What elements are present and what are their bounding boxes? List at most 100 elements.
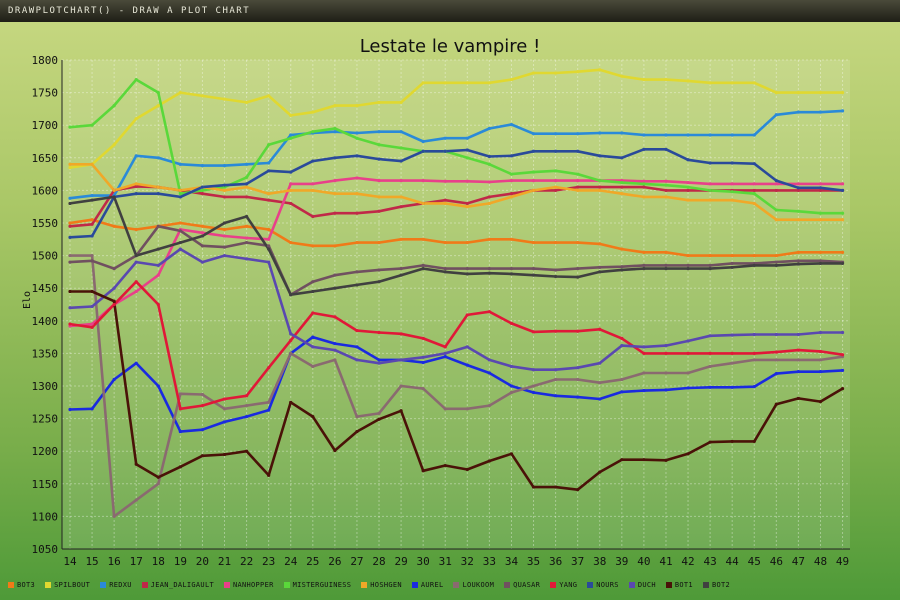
data-point-aurel	[222, 420, 227, 424]
legend-item-bot2: BOT2	[702, 578, 730, 592]
data-point-misterguiness	[377, 143, 381, 147]
data-point-spilbout	[465, 81, 469, 85]
data-point-duch	[840, 330, 845, 335]
data-point-nanhopper	[377, 179, 381, 183]
data-point-hoshgen	[267, 192, 271, 196]
data-point-redxu	[222, 164, 227, 168]
x-tick-label: 35	[527, 555, 540, 568]
legend-swatch	[100, 582, 107, 588]
data-point-nours	[355, 154, 359, 158]
data-point-nours	[134, 192, 138, 196]
legend-label: NANHOPPER	[232, 581, 274, 589]
data-point-bot2	[642, 267, 646, 271]
data-point-aurel	[664, 388, 668, 392]
data-point-misterguiness	[598, 179, 602, 183]
data-point-misterguiness	[134, 77, 138, 82]
data-point-hoshgen	[178, 188, 182, 192]
data-point-yang	[664, 351, 668, 355]
data-point-loukoom	[112, 514, 116, 518]
series-line-duch	[69, 247, 843, 372]
data-point-bot1	[730, 439, 734, 444]
data-point-nours	[377, 157, 381, 161]
legend-item-aurel: AUREL	[411, 578, 444, 592]
data-point-misterguiness	[333, 126, 337, 131]
data-point-yang	[421, 336, 425, 341]
data-point-bot1	[840, 387, 845, 391]
data-point-hoshgen	[752, 201, 756, 206]
data-point-nanhopper	[355, 176, 359, 180]
data-point-bot1	[333, 448, 337, 453]
data-point-redxu	[774, 113, 778, 117]
x-tick-label: 45	[748, 555, 761, 568]
data-point-aurel	[90, 407, 94, 411]
data-point-quasar	[598, 265, 602, 269]
data-point-quasar	[112, 267, 116, 271]
data-point-duch	[818, 330, 823, 335]
x-tick-label: 32	[461, 555, 474, 568]
data-point-redxu	[642, 133, 646, 137]
x-tick-label: 24	[284, 555, 298, 568]
data-point-quasar	[222, 245, 227, 249]
data-point-hoshgen	[620, 192, 624, 196]
data-point-yang	[178, 407, 182, 411]
data-point-bot1	[620, 458, 624, 462]
data-point-bot1	[752, 439, 756, 444]
data-point-aurel	[598, 397, 602, 401]
legend-label: YANG	[559, 581, 578, 589]
data-point-spilbout	[178, 91, 182, 95]
data-point-jean-daligault	[620, 185, 624, 189]
data-point-loukoom	[818, 358, 823, 362]
data-point-spilbout	[818, 91, 823, 95]
data-point-misterguiness	[311, 130, 315, 134]
data-point-jean-daligault	[509, 192, 514, 196]
data-point-loukoom	[576, 377, 580, 382]
y-tick-label: 1400	[32, 315, 59, 328]
data-point-bot1	[576, 488, 580, 492]
legend-label: REDXU	[109, 581, 132, 589]
data-point-aurel	[642, 388, 646, 393]
data-point-bot3	[289, 240, 293, 245]
data-point-bot1	[355, 430, 359, 434]
data-point-loukoom	[620, 377, 624, 382]
data-point-bot3	[134, 227, 138, 232]
data-point-redxu	[267, 161, 271, 165]
data-point-loukoom	[531, 384, 536, 388]
data-point-loukoom	[598, 381, 602, 385]
data-point-bot1	[178, 465, 182, 469]
data-point-bot3	[576, 240, 580, 245]
data-point-bot3	[333, 244, 337, 248]
data-point-duch	[576, 366, 580, 370]
data-point-quasar	[708, 263, 712, 267]
data-point-duch	[421, 355, 425, 359]
data-point-redxu	[443, 136, 447, 140]
series-line-nours	[69, 148, 843, 239]
data-point-misterguiness	[840, 211, 845, 215]
data-point-spilbout	[620, 74, 624, 78]
data-point-redxu	[752, 133, 756, 137]
data-point-quasar	[333, 273, 337, 277]
data-point-bot2	[289, 293, 293, 297]
y-tick-label: 1650	[32, 152, 59, 165]
data-point-spilbout	[509, 77, 514, 82]
data-point-nours	[774, 179, 778, 183]
data-point-yang	[774, 350, 778, 354]
data-point-duch	[311, 345, 315, 349]
data-point-bot3	[818, 250, 823, 254]
data-point-duch	[730, 333, 734, 337]
data-point-jean-daligault	[443, 198, 447, 202]
series-line-bot3	[69, 218, 843, 257]
x-tick-label: 49	[836, 555, 849, 568]
data-point-bot3	[531, 240, 536, 245]
legend-label: BOT3	[17, 581, 36, 589]
data-point-bot1	[708, 440, 712, 444]
data-point-aurel	[377, 358, 381, 362]
data-point-bot2	[730, 265, 734, 269]
data-point-bot1	[487, 459, 491, 463]
data-point-yang	[289, 338, 293, 342]
data-point-nours	[421, 149, 425, 153]
data-point-bot1	[200, 454, 205, 458]
data-point-hoshgen	[289, 188, 293, 192]
data-point-redxu	[178, 162, 182, 166]
data-point-nours	[200, 185, 205, 189]
data-point-bot3	[267, 227, 271, 232]
